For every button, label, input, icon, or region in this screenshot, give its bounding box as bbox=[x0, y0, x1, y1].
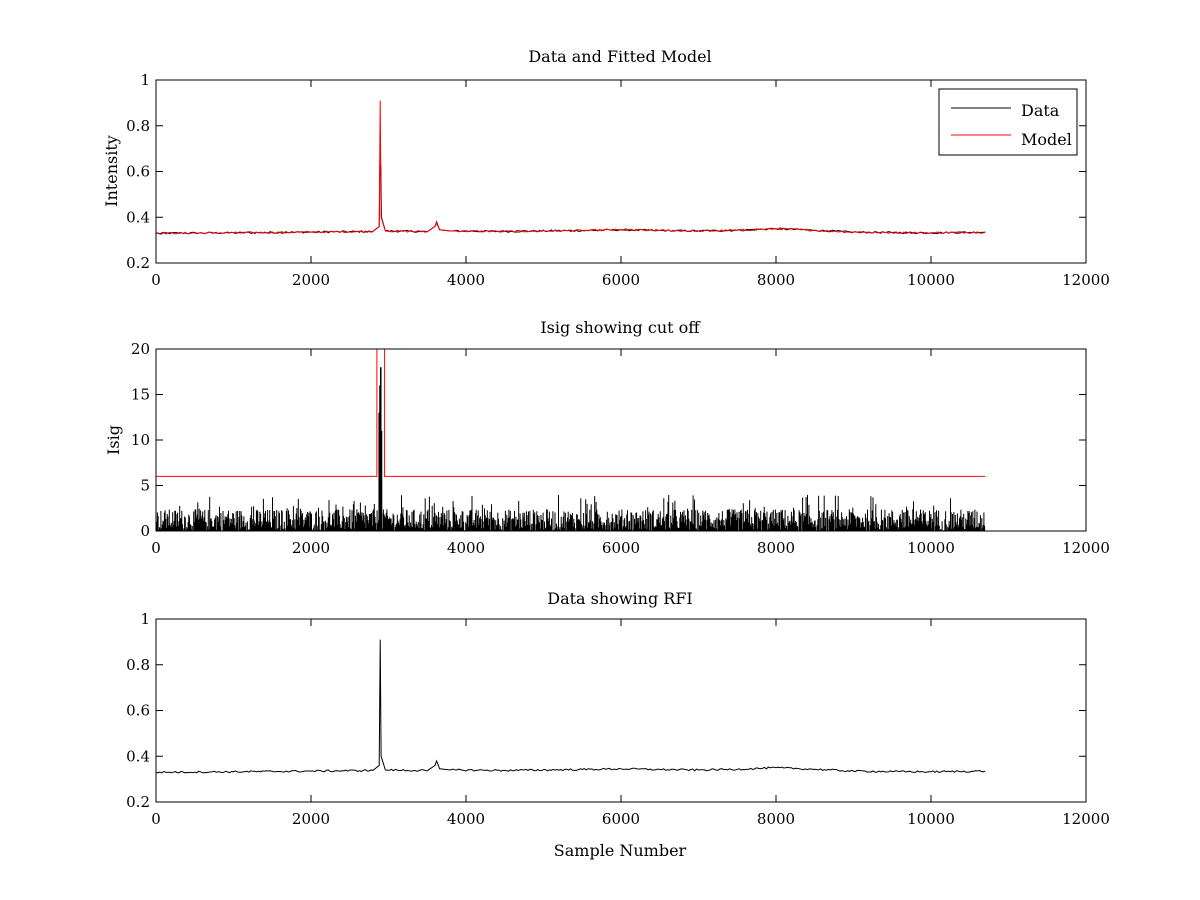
y-tick-label: 0.8 bbox=[126, 656, 150, 674]
x-tick-label: 0 bbox=[151, 271, 161, 289]
y-tick-label: 10 bbox=[131, 431, 150, 449]
axes-frame bbox=[155, 618, 1087, 803]
x-tick-label: 6000 bbox=[602, 810, 640, 828]
series-data-line bbox=[155, 162, 986, 235]
x-tick-label: 8000 bbox=[757, 271, 795, 289]
legend-label-data: Data bbox=[1021, 101, 1060, 120]
legend: Data Model bbox=[938, 88, 1078, 156]
x-tick-label: 2000 bbox=[292, 271, 330, 289]
panel-data-and-model: Data and Fitted Model Intensity 0 2000 400… bbox=[102, 47, 1110, 289]
y-axis-label: Isig bbox=[104, 425, 123, 455]
y-tick-label: 0.2 bbox=[126, 254, 150, 272]
series-data-line bbox=[155, 639, 986, 774]
y-tick-label: 1 bbox=[140, 610, 150, 628]
x-tick-label: 12000 bbox=[1062, 539, 1110, 557]
y-tick-label: 1 bbox=[140, 71, 150, 89]
y-tick-label: 0.4 bbox=[126, 747, 150, 765]
legend-box bbox=[938, 88, 1078, 156]
chart-title: Data and Fitted Model bbox=[528, 47, 711, 66]
x-tick-label: 6000 bbox=[602, 271, 640, 289]
y-tick-label: 0.2 bbox=[126, 793, 150, 811]
x-tick-label: 4000 bbox=[447, 810, 485, 828]
x-tick-label: 6000 bbox=[602, 539, 640, 557]
panel-rfi: Data showing RFI Sample Number 0 2000 4000… bbox=[126, 589, 1110, 860]
x-tick-label: 10000 bbox=[907, 810, 955, 828]
chart-title: Data showing RFI bbox=[547, 589, 692, 608]
x-tick-label: 0 bbox=[151, 539, 161, 557]
x-axis-label: Sample Number bbox=[554, 841, 687, 860]
y-tick-label: 0.4 bbox=[126, 208, 150, 226]
x-tick-label: 8000 bbox=[757, 539, 795, 557]
x-tick-label: 8000 bbox=[757, 810, 795, 828]
x-tick-label: 4000 bbox=[447, 271, 485, 289]
y-tick-label: 15 bbox=[131, 386, 150, 404]
x-tick-label: 10000 bbox=[907, 271, 955, 289]
x-tick-label: 10000 bbox=[907, 539, 955, 557]
x-tick-label: 12000 bbox=[1062, 810, 1110, 828]
y-tick-label: 0.6 bbox=[126, 163, 150, 181]
panel-isig: Isig showing cut off Isig 0 2000 4000 6000 8… bbox=[104, 318, 1110, 557]
x-tick-label: 4000 bbox=[447, 539, 485, 557]
y-tick-label: 20 bbox=[131, 340, 150, 358]
y-tick-label: 0 bbox=[140, 522, 150, 540]
y-tick-label: 5 bbox=[140, 477, 150, 495]
chart-title: Isig showing cut off bbox=[540, 318, 701, 337]
legend-label-model: Model bbox=[1021, 130, 1072, 149]
series-model-line bbox=[155, 100, 986, 235]
axes-frame bbox=[155, 348, 1087, 532]
x-tick-label: 2000 bbox=[292, 539, 330, 557]
y-tick-label: 0.8 bbox=[126, 117, 150, 135]
x-tick-label: 2000 bbox=[292, 810, 330, 828]
x-tick-label: 12000 bbox=[1062, 271, 1110, 289]
y-axis-label: Intensity bbox=[102, 135, 121, 207]
axes-frame bbox=[155, 79, 1087, 264]
y-tick-label: 0.6 bbox=[126, 702, 150, 720]
x-tick-label: 0 bbox=[151, 810, 161, 828]
